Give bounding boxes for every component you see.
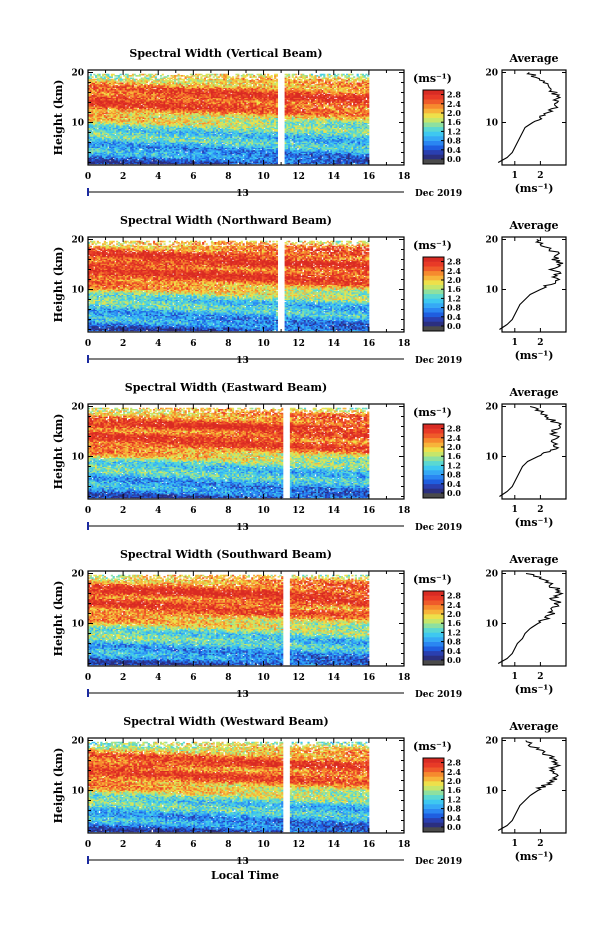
heatmap-cells <box>88 74 369 164</box>
spectral-width-figure: Local Time Spectral Width (Vertical Beam… <box>0 0 616 929</box>
x-axis-label: Local Time <box>211 869 279 882</box>
panel-title: Spectral Width (Vertical Beam) <box>129 47 322 60</box>
